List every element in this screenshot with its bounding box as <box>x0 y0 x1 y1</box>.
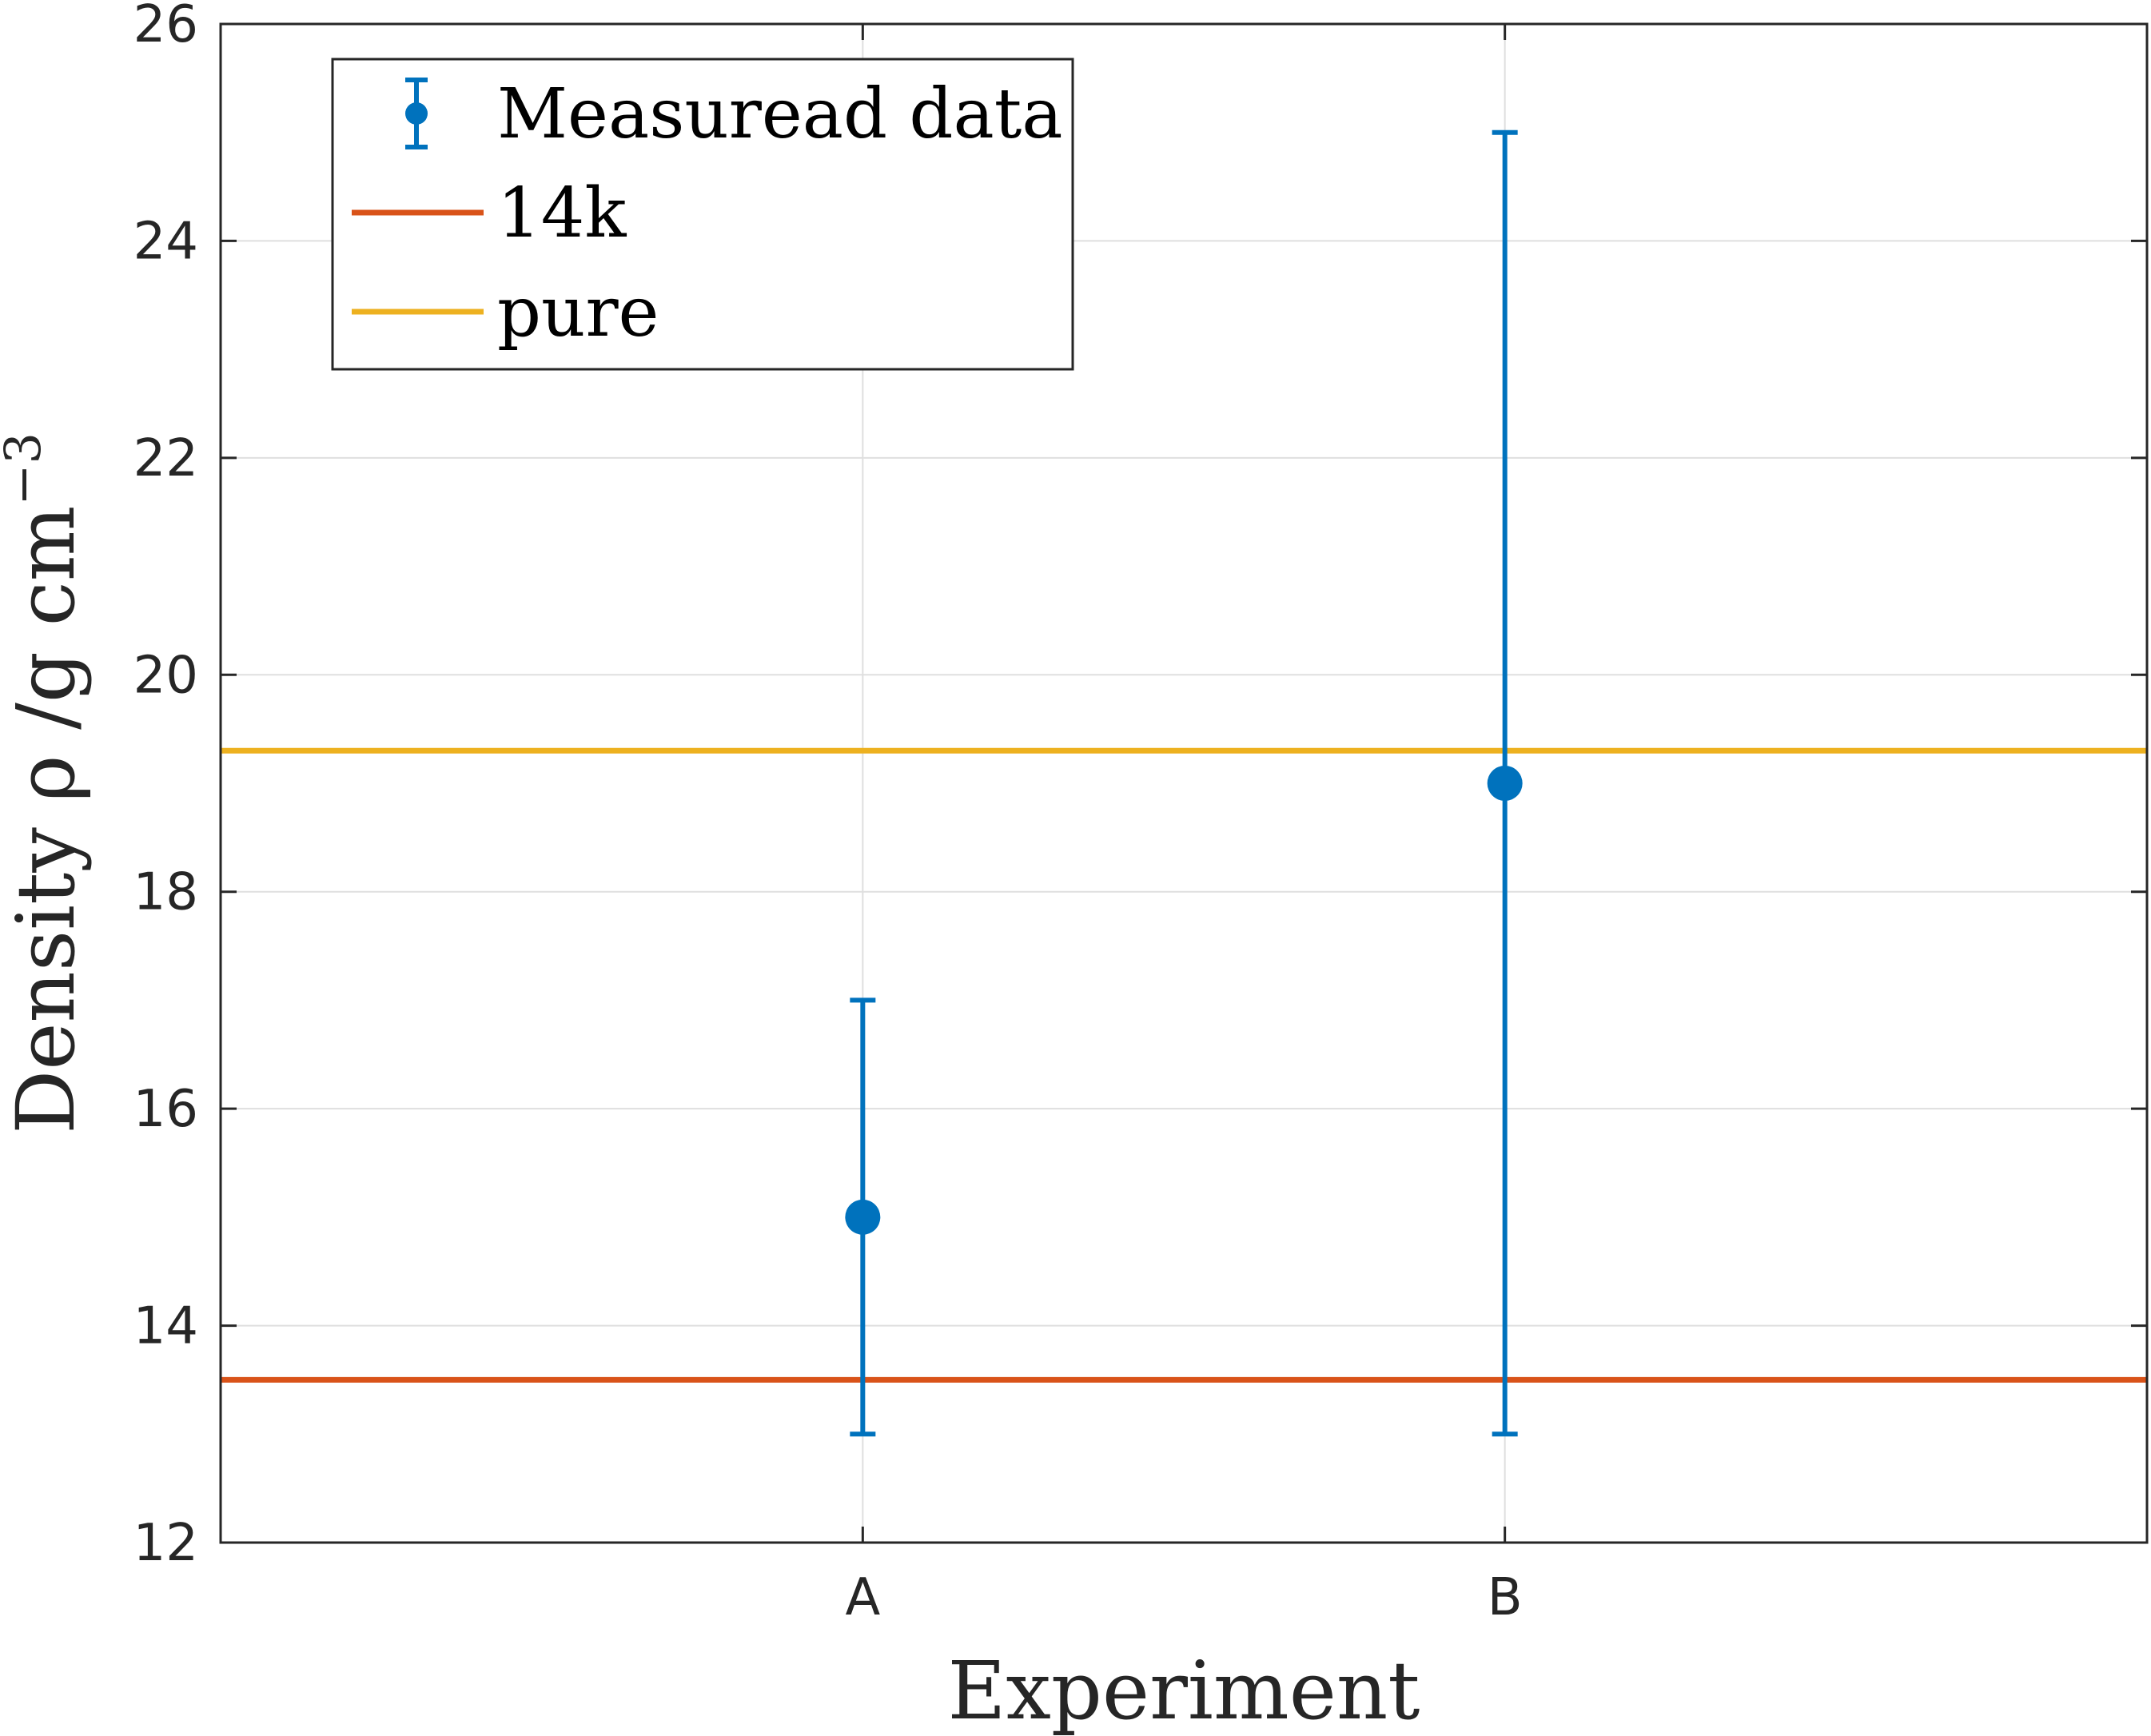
y-tick-label: 16 <box>133 1080 198 1139</box>
legend-item-14k: 14k <box>352 173 627 253</box>
y-axis-title-text: Density ρ /g cm <box>0 505 93 1133</box>
y-tick-label: 24 <box>133 212 198 271</box>
y-axis-title-exponent: −3 <box>0 432 52 505</box>
y-tick-label: 12 <box>133 1514 198 1573</box>
legend-item-pure: pure <box>352 273 659 352</box>
axis-ticks: 12 14 16 18 20 22 24 26 A B <box>133 0 2147 1627</box>
y-axis-title: Density ρ /g cm−3 <box>0 432 93 1134</box>
data-point-a <box>845 1199 881 1235</box>
y-tick-label: 14 <box>133 1297 198 1356</box>
error-bar-series <box>845 129 1523 1437</box>
data-point-b <box>1487 766 1523 801</box>
y-tick-label: 26 <box>133 0 198 54</box>
axes-box <box>219 22 2149 1544</box>
x-tick-label-a: A <box>845 1568 880 1627</box>
reference-lines <box>221 747 2147 1383</box>
legend-label: pure <box>497 273 659 352</box>
y-tick-label: 22 <box>133 429 198 488</box>
legend-marker <box>405 102 428 125</box>
x-axis-title: Experiment <box>948 1644 1420 1736</box>
y-tick-label: 18 <box>133 863 198 922</box>
legend-label: Measuread data <box>497 74 1063 154</box>
x-tick-label-b: B <box>1488 1568 1523 1627</box>
legend-label: 14k <box>497 173 627 253</box>
legend: Measuread data 14k pure <box>331 58 1074 371</box>
legend-item-measuread-data: Measuread data <box>405 74 1063 154</box>
y-tick-label: 20 <box>133 646 198 705</box>
